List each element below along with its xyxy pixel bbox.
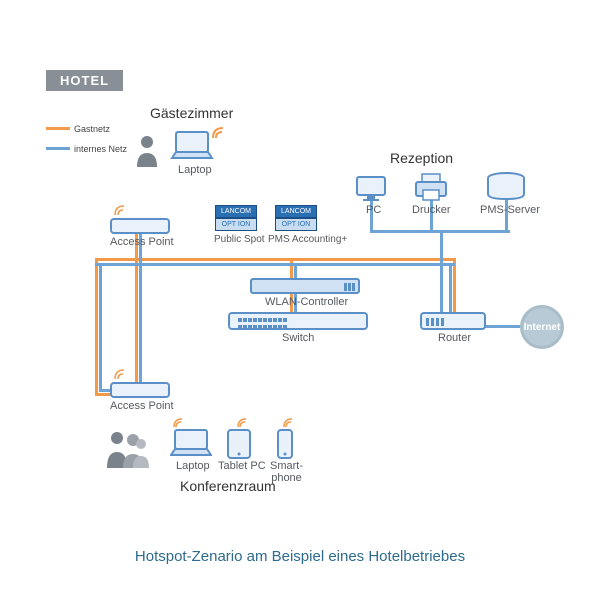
- line-internal: [449, 263, 452, 313]
- label-smartphone: Smart-phone: [270, 460, 303, 484]
- line-guest: [95, 258, 98, 393]
- label-pms-server: PMS-Server: [480, 204, 540, 216]
- label-laptop: Laptop: [178, 164, 212, 176]
- section-guestroom: Gästezimmer: [150, 105, 233, 121]
- label-router: Router: [438, 332, 471, 344]
- people-icon: [105, 430, 149, 468]
- tablet-icon: [226, 428, 252, 460]
- wifi-icon: [282, 414, 298, 430]
- label-tablet: Tablet PC: [218, 460, 266, 472]
- option-tag: LANCOM: [215, 205, 257, 218]
- option-tag: OPT ION: [275, 218, 317, 231]
- printer-icon: [414, 172, 448, 202]
- label-pc: PC: [366, 204, 381, 216]
- wifi-icon: [113, 200, 131, 218]
- access-point-device: [110, 218, 170, 234]
- line-guest: [135, 225, 138, 393]
- line-internal: [440, 230, 443, 263]
- label-public-spot: Public Spot: [214, 234, 265, 245]
- wifi-icon: [210, 120, 232, 142]
- wifi-icon: [236, 414, 252, 430]
- legend: Gastnetz internes Netz: [46, 120, 127, 158]
- line-internal: [139, 229, 142, 389]
- router-device: [420, 312, 486, 330]
- line-internal: [440, 263, 443, 313]
- internet-icon: Internet: [520, 305, 564, 349]
- option-tag: OPT ION: [215, 218, 257, 231]
- label-printer: Drucker: [412, 204, 451, 216]
- line-internal: [99, 263, 102, 391]
- smartphone-icon: [276, 428, 294, 460]
- line-guest: [453, 258, 456, 313]
- section-reception: Rezeption: [390, 150, 453, 166]
- label-laptop: Laptop: [176, 460, 210, 472]
- wlan-controller-device: [250, 278, 360, 294]
- wifi-icon: [172, 414, 188, 430]
- legend-guest: Gastnetz: [46, 120, 127, 138]
- wifi-icon: [113, 364, 131, 382]
- line-internal: [95, 263, 455, 266]
- network-diagram: HOTEL Gastnetz internes Netz Gästezimmer…: [0, 0, 600, 600]
- legend-internal: internes Netz: [46, 140, 127, 158]
- option-tag: LANCOM: [275, 205, 317, 218]
- access-point-device: [110, 382, 170, 398]
- label-wlan-controller: WLAN-Controller: [265, 296, 348, 308]
- laptop-icon: [170, 428, 212, 458]
- line-guest: [95, 258, 455, 261]
- laptop-icon: [170, 130, 214, 162]
- label-pms-accounting: PMS Accounting+: [268, 234, 347, 245]
- pc-icon: [355, 175, 387, 203]
- label-switch: Switch: [282, 332, 314, 344]
- section-conference: Konferenzraum: [180, 478, 276, 494]
- server-icon: [486, 172, 526, 202]
- person-icon: [135, 135, 159, 167]
- diagram-caption: Hotspot-Zenario am Beispiel eines Hotelb…: [0, 548, 600, 565]
- hotel-badge: HOTEL: [46, 70, 123, 91]
- label-access-point: Access Point: [110, 400, 174, 412]
- label-access-point: Access Point: [110, 236, 174, 248]
- switch-device: [228, 312, 368, 330]
